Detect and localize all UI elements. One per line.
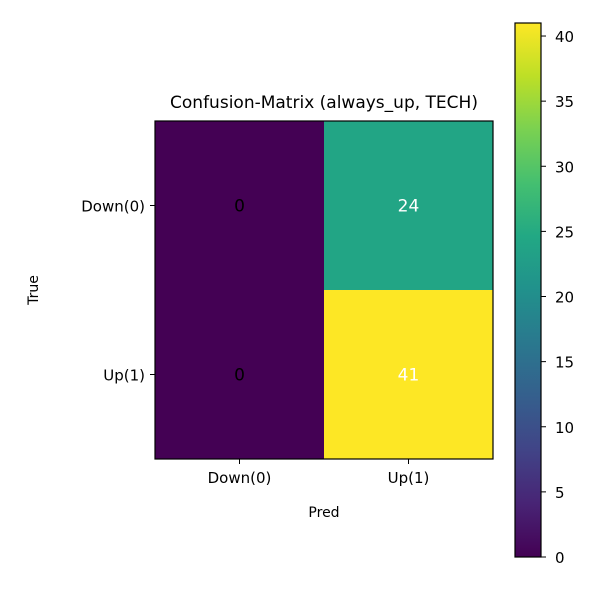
chart-title: Confusion-Matrix (always_up, TECH): [170, 93, 478, 113]
colorbar-tick-label: 10: [555, 419, 574, 437]
colorbar-tick-label: 0: [555, 549, 565, 567]
plot-frame: [154, 120, 494, 460]
x-tick-label: Down(0): [208, 469, 272, 487]
colorbar-gradient: [515, 23, 541, 557]
cell-value-label: 24: [398, 197, 420, 217]
x-axis-ticks: Down(0) Up(1): [208, 459, 430, 487]
x-tick-label: Up(1): [388, 469, 430, 487]
heatmap-cell: [324, 121, 493, 290]
heatmap-cell-labels: 0 24 0 41: [234, 197, 419, 386]
colorbar-tick-label: 30: [555, 158, 574, 176]
colorbar-frame: [514, 22, 542, 558]
colorbar-tick-label: 5: [555, 484, 565, 502]
x-axis-label: Pred: [308, 505, 339, 521]
colorbar-tick-label: 25: [555, 223, 574, 241]
y-axis-ticks: Down(0) Up(1): [81, 198, 155, 385]
heatmap-cells: [155, 121, 493, 459]
colorbar-tick-label: 20: [555, 289, 574, 307]
colorbar-tick-label: 35: [555, 93, 574, 111]
y-axis-label: True: [26, 275, 42, 306]
y-tick-label: Down(0): [81, 198, 145, 216]
colorbar-tick-label: 15: [555, 354, 574, 372]
y-tick-label: Up(1): [103, 367, 145, 385]
heatmap-cell: [155, 290, 324, 459]
colorbar-ticks: 0 5 10 15 20 25 30 35 40: [541, 28, 574, 567]
colorbar-tick-label: 40: [555, 28, 574, 46]
cell-value-label: 41: [398, 366, 420, 386]
cell-value-label: 0: [234, 366, 245, 386]
heatmap-cell: [324, 290, 493, 459]
cell-value-label: 0: [234, 197, 245, 217]
heatmap-cell: [155, 121, 324, 290]
